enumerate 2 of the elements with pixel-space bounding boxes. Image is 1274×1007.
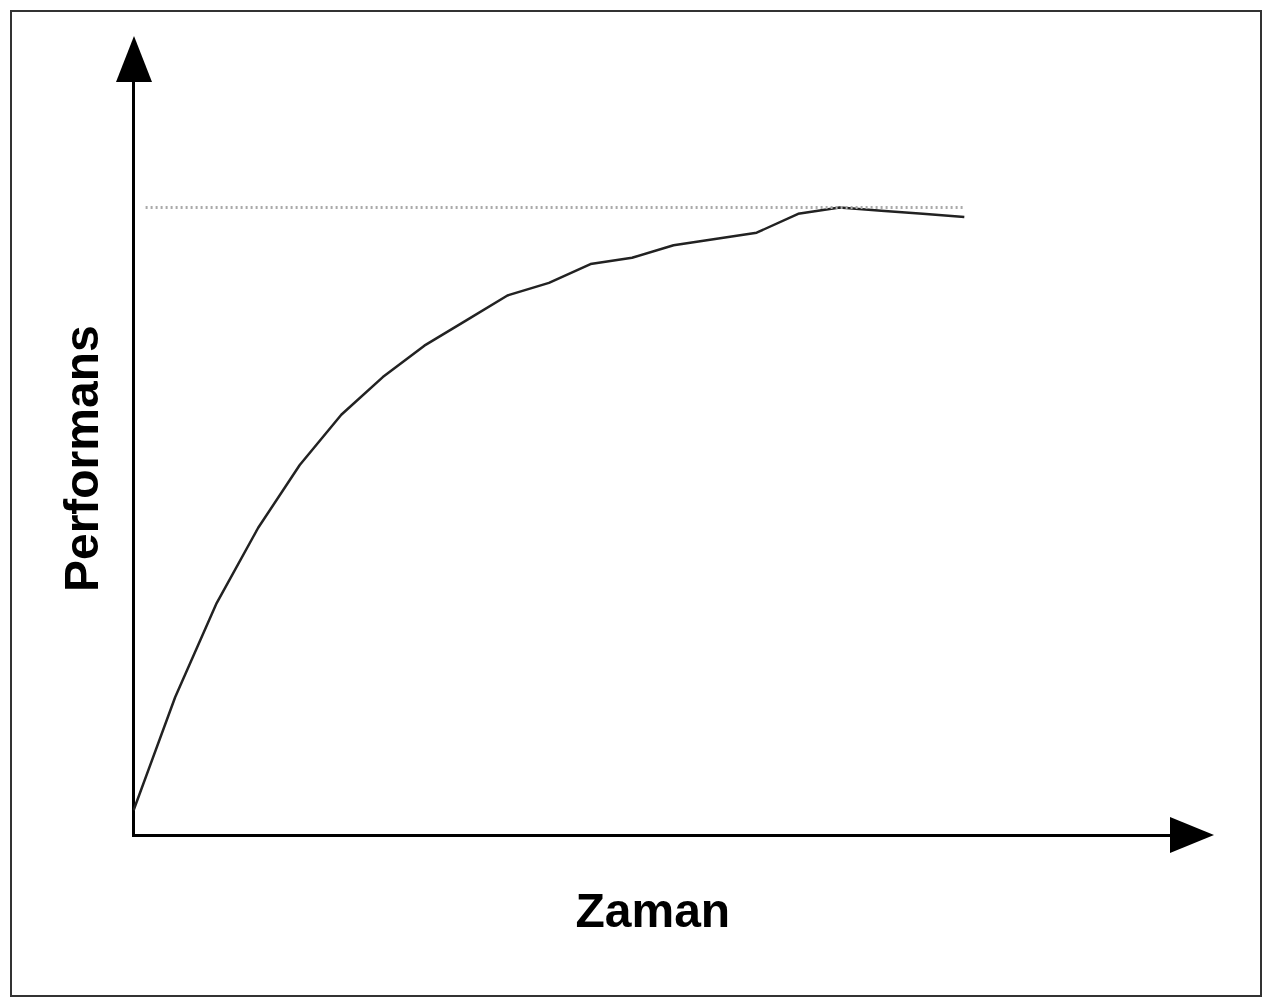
- y-axis-title: Performans: [55, 325, 109, 593]
- x-axis-title: Zaman: [575, 884, 731, 938]
